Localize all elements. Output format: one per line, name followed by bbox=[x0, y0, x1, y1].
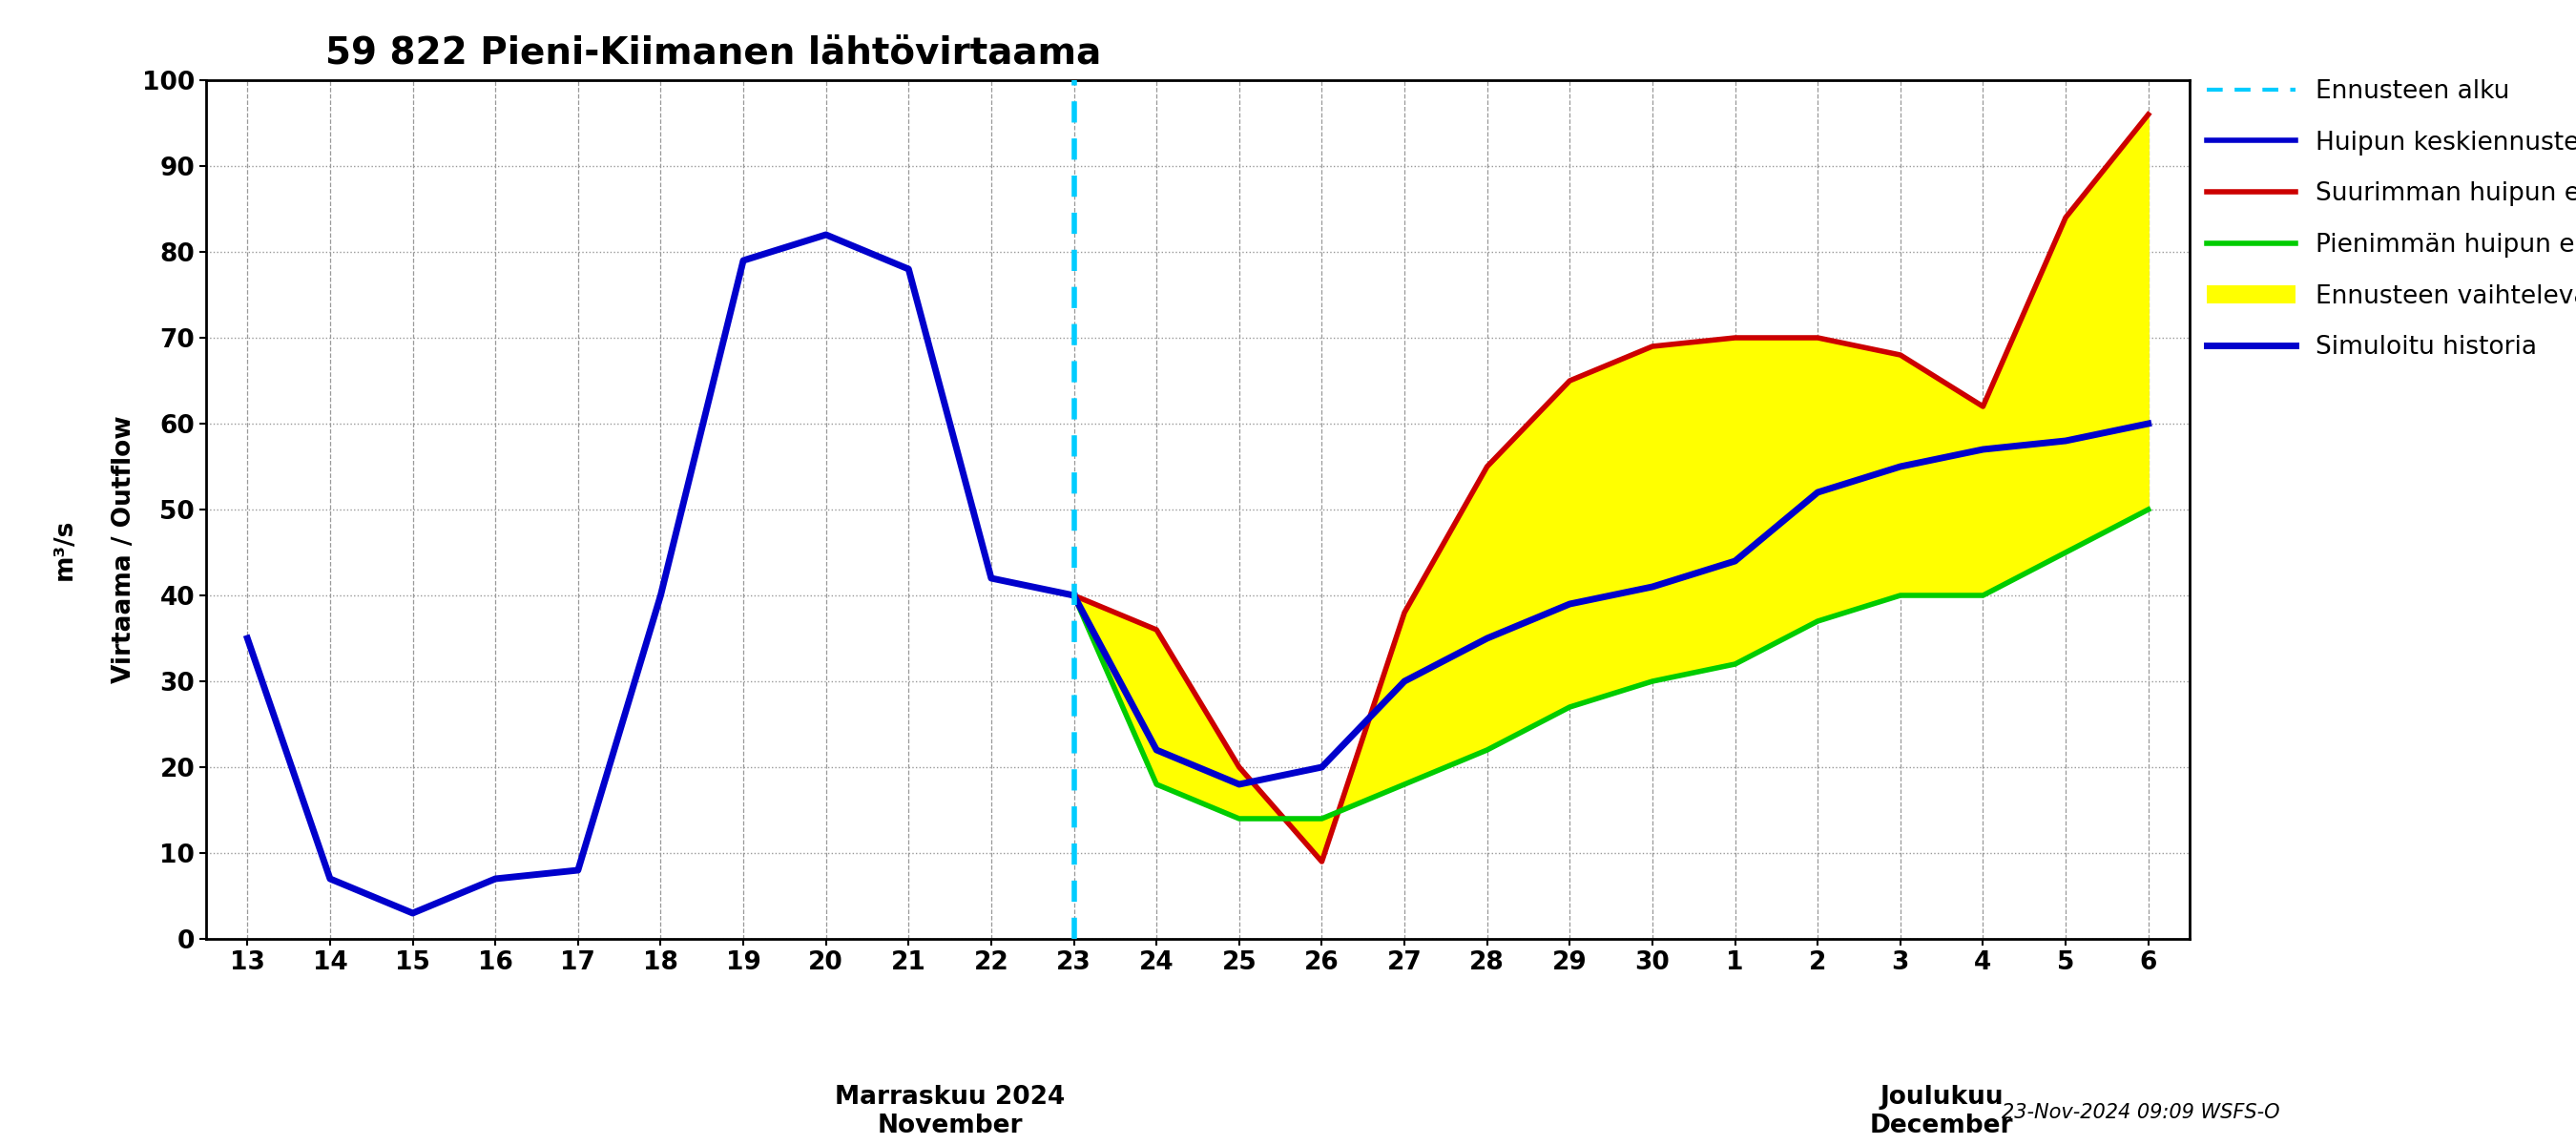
Legend: Ennusteen alku, Huipun keskiennuste, Suurimman huipun ennuste, Pienimmän huipun : Ennusteen alku, Huipun keskiennuste, Suu… bbox=[2200, 71, 2576, 368]
Text: Marraskuu 2024
November: Marraskuu 2024 November bbox=[835, 1084, 1064, 1138]
Text: Virtaama / Outflow: Virtaama / Outflow bbox=[111, 416, 137, 684]
Text: 59 822 Pieni-Kiimanen lähtövirtaama: 59 822 Pieni-Kiimanen lähtövirtaama bbox=[325, 35, 1100, 72]
Text: Joulukuu
December: Joulukuu December bbox=[1870, 1084, 2014, 1138]
Text: 23-Nov-2024 09:09 WSFS-O: 23-Nov-2024 09:09 WSFS-O bbox=[2002, 1103, 2280, 1122]
Text: m³/s: m³/s bbox=[52, 519, 77, 581]
